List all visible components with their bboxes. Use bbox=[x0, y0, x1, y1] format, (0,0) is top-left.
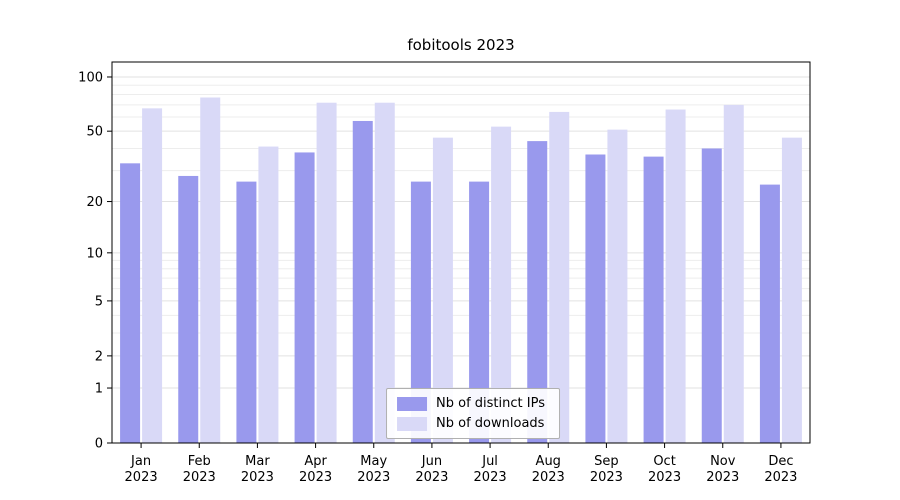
x-label-year-may: 2023 bbox=[357, 470, 390, 485]
x-label-year-dec: 2023 bbox=[764, 470, 797, 485]
bar-downloads-feb bbox=[200, 97, 221, 444]
x-label-year-jan: 2023 bbox=[125, 470, 158, 485]
bar-downloads-may bbox=[374, 102, 395, 444]
x-label-month-nov: Nov bbox=[710, 454, 736, 469]
x-label-year-oct: 2023 bbox=[648, 470, 681, 485]
x-label-month-aug: Aug bbox=[536, 454, 561, 469]
bar-distinct-ips-apr bbox=[294, 152, 315, 444]
x-label-year-mar: 2023 bbox=[241, 470, 274, 485]
y-tick-label-100: 100 bbox=[78, 70, 103, 85]
bar-distinct-ips-sep bbox=[585, 154, 606, 443]
bar-downloads-sep bbox=[607, 129, 628, 443]
legend-swatch-downloads bbox=[397, 416, 428, 431]
bar-downloads-nov bbox=[723, 104, 744, 444]
bar-distinct-ips-jan bbox=[120, 163, 141, 444]
legend-item-distinct-ips: Nb of distinct IPs bbox=[397, 396, 545, 411]
bar-distinct-ips-jul bbox=[469, 181, 490, 443]
bar-distinct-ips-dec bbox=[759, 184, 780, 444]
x-label-month-jan: Jan bbox=[130, 454, 151, 469]
bar-distinct-ips-nov bbox=[701, 148, 722, 443]
y-tick-label-2: 2 bbox=[95, 349, 103, 364]
x-label-year-aug: 2023 bbox=[532, 470, 565, 485]
legend-swatch-distinct-ips bbox=[397, 396, 428, 411]
bar-downloads-jul bbox=[491, 126, 512, 444]
legend-label-downloads: Nb of downloads bbox=[436, 416, 545, 431]
bar-distinct-ips-feb bbox=[178, 175, 199, 443]
x-label-month-may: May bbox=[360, 454, 387, 469]
y-tick-label-1: 1 bbox=[95, 382, 103, 397]
bar-distinct-ips-jun bbox=[410, 181, 431, 443]
bar-downloads-aug bbox=[549, 111, 570, 443]
x-label-month-apr: Apr bbox=[304, 454, 327, 469]
chart-title: fobitools 2023 bbox=[407, 36, 515, 54]
y-tick-label-20: 20 bbox=[86, 195, 103, 210]
y-tick-label-10: 10 bbox=[86, 246, 103, 261]
bar-downloads-mar bbox=[258, 146, 279, 443]
legend-label-distinct-ips: Nb of distinct IPs bbox=[436, 396, 545, 411]
legend-item-downloads: Nb of downloads bbox=[397, 416, 545, 431]
x-label-month-jun: Jun bbox=[421, 454, 442, 469]
bar-downloads-jun bbox=[432, 137, 453, 443]
legend: Nb of distinct IPs Nb of downloads bbox=[386, 388, 560, 439]
x-label-year-jun: 2023 bbox=[415, 470, 448, 485]
bar-distinct-ips-oct bbox=[643, 156, 664, 443]
x-label-month-mar: Mar bbox=[245, 454, 270, 469]
x-label-year-jul: 2023 bbox=[474, 470, 507, 485]
y-tick-label-0: 0 bbox=[95, 437, 103, 452]
x-label-year-sep: 2023 bbox=[590, 470, 623, 485]
x-label-month-feb: Feb bbox=[188, 454, 211, 469]
plot-frame bbox=[111, 61, 811, 444]
y-tick-label-50: 50 bbox=[86, 125, 103, 140]
bar-downloads-oct bbox=[665, 109, 686, 444]
x-label-year-apr: 2023 bbox=[299, 470, 332, 485]
x-label-month-dec: Dec bbox=[768, 454, 793, 469]
bar-distinct-ips-mar bbox=[236, 181, 257, 443]
bar-downloads-apr bbox=[316, 102, 337, 444]
bar-downloads-dec bbox=[781, 137, 802, 443]
bar-distinct-ips-aug bbox=[527, 141, 548, 444]
bar-distinct-ips-may bbox=[352, 120, 373, 443]
bar-downloads-jan bbox=[142, 108, 163, 444]
x-label-month-oct: Oct bbox=[653, 454, 675, 469]
x-label-year-nov: 2023 bbox=[706, 470, 739, 485]
x-label-month-jul: Jul bbox=[481, 454, 498, 469]
x-label-year-feb: 2023 bbox=[183, 470, 216, 485]
y-tick-label-5: 5 bbox=[95, 294, 103, 309]
x-label-month-sep: Sep bbox=[594, 454, 619, 469]
